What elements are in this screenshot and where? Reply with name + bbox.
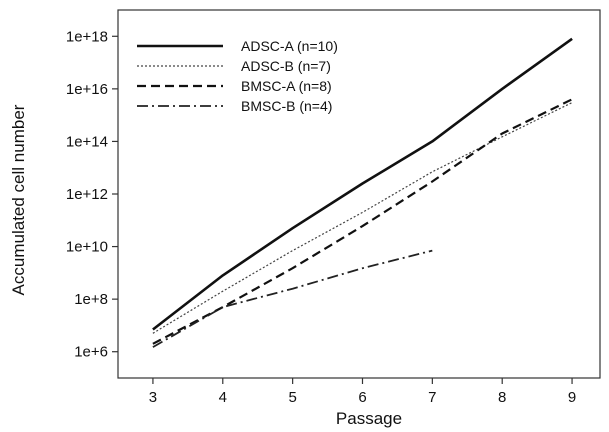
y-tick-label: 1e+8 (74, 291, 108, 308)
x-tick-label: 7 (428, 389, 436, 406)
x-tick-label: 3 (149, 389, 157, 406)
series-layer (152, 37, 573, 348)
x-axis: 3 4 5 6 7 8 9 (149, 378, 576, 406)
series-line-3 (152, 98, 573, 345)
y-tick-label: 1e+12 (66, 186, 108, 203)
x-tick-label: 9 (568, 389, 576, 406)
x-tick-label: 6 (358, 389, 366, 406)
legend: ADSC-A (n=10) ADSC-B (n=7) BMSC-A (n=8) BMS… (137, 38, 338, 114)
y-tick-label: 1e+6 (74, 344, 108, 361)
y-tick-label: 1e+10 (66, 239, 108, 256)
legend-label-1: ADSC-A (n=10) (241, 38, 338, 54)
x-tick-label: 5 (288, 389, 296, 406)
series-line-1 (152, 37, 573, 331)
x-tick-label: 4 (219, 389, 227, 406)
plot-area (117, 9, 601, 379)
x-axis-label: Passage (336, 409, 402, 428)
plot-border (117, 9, 601, 379)
x-tick-label: 8 (498, 389, 506, 406)
y-tick-label: 1e+18 (66, 28, 108, 45)
y-axis: 1e+6 1e+8 1e+10 1e+12 1e+14 1e+16 1e+18 (66, 28, 118, 361)
y-tick-label: 1e+16 (66, 81, 108, 98)
legend-label-2: ADSC-B (n=7) (241, 58, 331, 74)
legend-label-3: BMSC-A (n=8) (241, 78, 332, 94)
legend-label-4: BMSC-B (n=4) (241, 98, 332, 114)
y-axis-label: Accumulated cell number (9, 104, 28, 295)
y-tick-label: 1e+14 (66, 133, 108, 150)
series-line-2 (152, 102, 573, 334)
series-line-4 (152, 249, 433, 348)
